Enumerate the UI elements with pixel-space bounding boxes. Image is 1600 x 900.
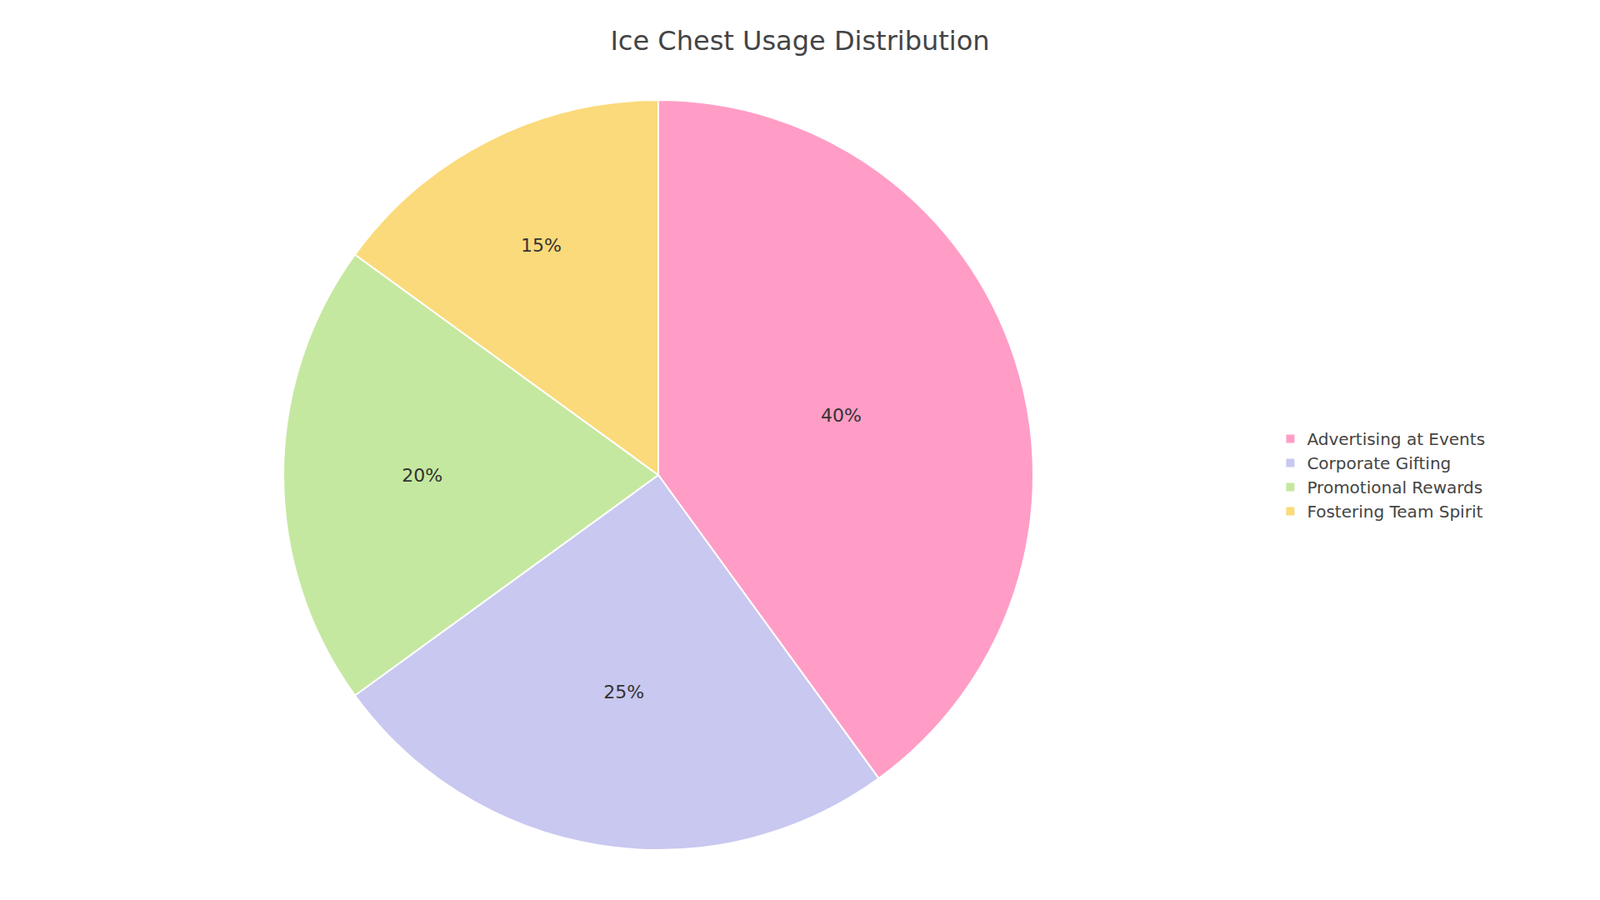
svg-text:25%: 25% <box>603 681 645 703</box>
svg-text:Corporate Gifting: Corporate Gifting <box>1306 453 1451 474</box>
svg-text:Promotional Rewards: Promotional Rewards <box>1306 477 1483 498</box>
svg-text:Fostering Team Spirit: Fostering Team Spirit <box>1306 501 1483 522</box>
svg-text:40%: 40% <box>820 405 862 426</box>
svg-text:20%: 20% <box>401 465 443 486</box>
svg-text:15%: 15% <box>520 235 562 256</box>
svg-text:Advertising at Events: Advertising at Events <box>1306 429 1485 450</box>
svg-text:Ice Chest Usage Distribution: Ice Chest Usage Distribution <box>610 25 990 57</box>
